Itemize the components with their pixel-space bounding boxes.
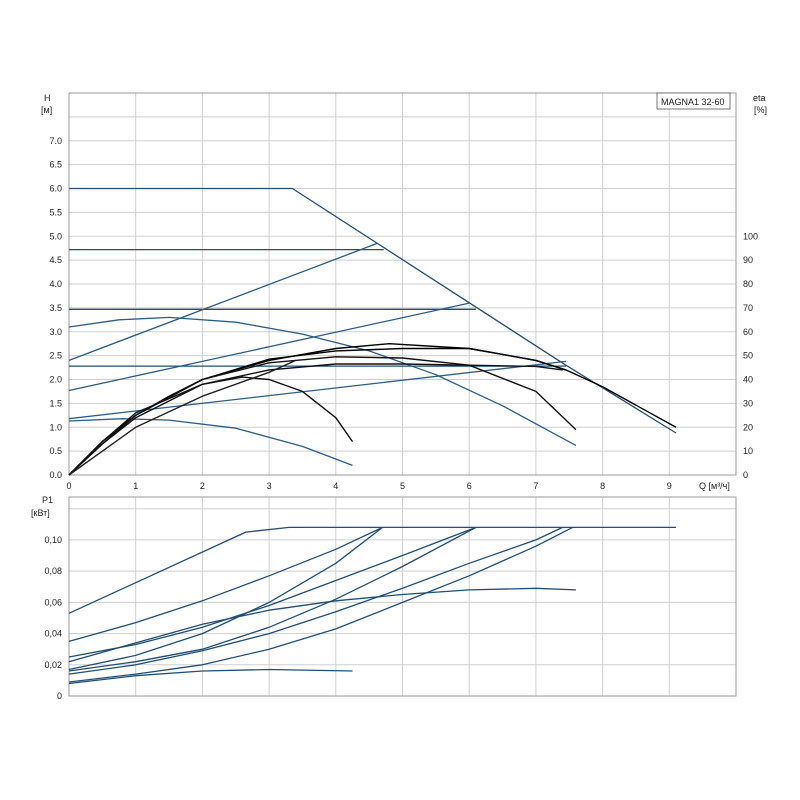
p1-tick-label: 0 (57, 691, 62, 701)
q-tick-label: 2 (200, 481, 205, 491)
q-tick-label: 9 (667, 481, 672, 491)
h-tick-label: 5.0 (49, 231, 62, 241)
power-curve-p-pp-low (68, 526, 563, 675)
p1-tick-label: 0,08 (44, 566, 62, 576)
eta-tick-label: 50 (743, 351, 753, 361)
h-axis-unit: [м] (41, 105, 52, 115)
head-curve-pp-mid (68, 302, 470, 392)
eta-tick-label: 20 (743, 422, 753, 432)
eta-curve-eta-pp (68, 359, 297, 476)
p1-axis-label: P1 (42, 495, 53, 505)
power-curve-p-auto-high (68, 587, 576, 663)
power-curve-p-cp-mid (68, 526, 477, 672)
eta-tick-label: 30 (743, 398, 753, 408)
h-tick-label: 2.0 (49, 375, 62, 385)
h-tick-label: 0.0 (49, 470, 62, 480)
h-tick-label: 3.5 (49, 303, 62, 313)
plot-frame-top (68, 92, 737, 476)
q-tick-label: 4 (333, 481, 338, 491)
title-box (656, 92, 731, 110)
p1-axis-unit: [кВт] (31, 508, 50, 518)
eta-tick-label: 100 (743, 231, 758, 241)
chart-title: MAGNA1 32-60 (661, 97, 725, 107)
power-curve-p-pp-high (68, 526, 383, 643)
q-tick-label: 1 (133, 481, 138, 491)
q-axis-label: Q [м³/ч] (699, 481, 730, 491)
q-tick-label: 5 (400, 481, 405, 491)
h-tick-label: 6.0 (49, 184, 62, 194)
eta-tick-label: 0 (743, 470, 748, 480)
eta-curve-eta-cp-low (68, 363, 563, 476)
head-curve-autoadapt-low (68, 418, 353, 467)
eta-axis-unit: [%] (754, 105, 767, 115)
q-tick-label: 3 (267, 481, 272, 491)
p1-tick-label: 0,10 (44, 535, 62, 545)
p1-tick-label: 0,06 (44, 597, 62, 607)
eta-tick-label: 60 (743, 327, 753, 337)
head-curve-pp-high (68, 242, 378, 362)
h-tick-label: 2.5 (49, 351, 62, 361)
p1-tick-label: 0,02 (44, 660, 62, 670)
power-curve-p-cp-low (68, 526, 573, 683)
h-tick-label: 4.0 (49, 279, 62, 289)
h-tick-label: 5.5 (49, 207, 62, 217)
eta-tick-label: 70 (743, 303, 753, 313)
eta-tick-label: 80 (743, 279, 753, 289)
eta-curve-eta-cp-high (68, 347, 567, 476)
h-tick-label: 7.0 (49, 136, 62, 146)
h-axis-label: H (44, 93, 51, 103)
power-curve-p-max (68, 526, 676, 614)
eta-curve-eta-low (68, 376, 354, 476)
power-curve-p-auto-low (68, 668, 353, 685)
q-tick-label: 6 (467, 481, 472, 491)
q-tick-label: 7 (533, 481, 538, 491)
eta-tick-label: 90 (743, 255, 753, 265)
h-tick-label: 1.0 (49, 422, 62, 432)
eta-tick-label: 10 (743, 446, 753, 456)
power-curve-p-cp-high (68, 526, 383, 671)
p1-tick-label: 0,04 (44, 629, 62, 639)
head-curve-max (69, 187, 677, 434)
h-tick-label: 4.5 (49, 255, 62, 265)
eta-tick-label: 40 (743, 375, 753, 385)
power-curve-p-pp-mid (68, 526, 477, 658)
eta-axis-label: eta (753, 93, 766, 103)
q-tick-label: 0 (66, 481, 71, 491)
head-curve-autoadapt-high (68, 316, 577, 446)
h-tick-label: 3.0 (49, 327, 62, 337)
h-tick-label: 1.5 (49, 398, 62, 408)
eta-curve-eta-cp-mid (68, 356, 577, 476)
h-tick-label: 6.5 (49, 160, 62, 170)
plot-frame-bottom (68, 496, 737, 697)
q-tick-label: 8 (600, 481, 605, 491)
h-tick-label: 0.5 (49, 446, 62, 456)
